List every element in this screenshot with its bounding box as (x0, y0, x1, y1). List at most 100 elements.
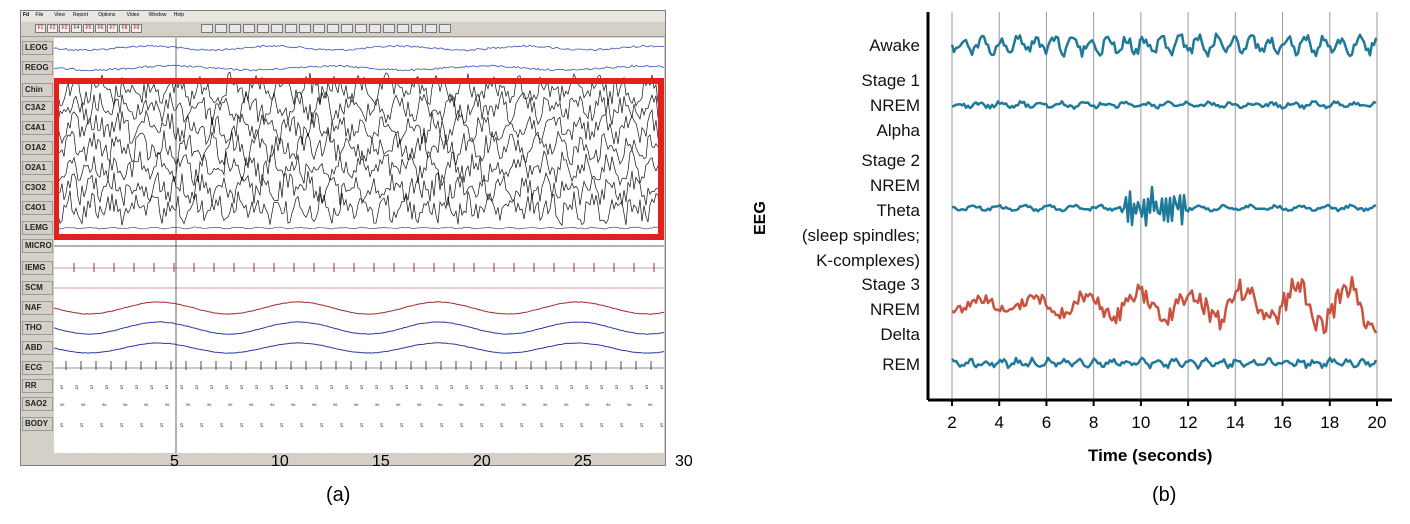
stage-label: Stage 2 NREM Theta (sleep spindles; K-co… (801, 151, 920, 270)
menu-item-fd[interactable]: Fd (23, 12, 30, 18)
toolbar-slot[interactable] (243, 24, 255, 33)
time-tick-label: 5 (170, 453, 179, 470)
channel-label-c3a2[interactable]: C3A2 (22, 101, 53, 115)
eeg-trace-1 (950, 32, 1378, 58)
channel-label-tho[interactable]: THO (22, 321, 53, 335)
channel-label-iemg[interactable]: IEMG (22, 261, 53, 275)
toolbar-button-f6[interactable]: F6 (95, 24, 106, 33)
toolbar-button-f2[interactable]: F2 (47, 24, 58, 33)
channel-label-scm[interactable]: SCM (22, 281, 53, 295)
toolbar-slot[interactable] (397, 24, 409, 33)
svg-text:S: S (220, 423, 224, 429)
svg-text:S: S (620, 423, 624, 429)
toolbar-slot[interactable] (369, 24, 381, 33)
toolbar-slot[interactable] (327, 24, 339, 33)
channel-label-sao2[interactable]: SAO2 (22, 397, 53, 411)
svg-text:S: S (80, 423, 84, 429)
svg-text:S: S (420, 423, 424, 429)
channel-label-chin[interactable]: Chin (22, 83, 53, 97)
channel-label-c3o2[interactable]: C3O2 (22, 181, 53, 195)
svg-text:S: S (280, 423, 284, 429)
eeg-trace-5 (951, 356, 1378, 370)
channel-label-rr[interactable]: RR (22, 379, 53, 393)
svg-text:S: S (585, 385, 589, 391)
toolbar-slot[interactable] (411, 24, 423, 33)
svg-text:S: S (270, 385, 274, 391)
menu-item-file[interactable]: File (35, 12, 44, 18)
toolbar-button-f3[interactable]: F3 (59, 24, 70, 33)
channel-label-naf[interactable]: NAF (22, 301, 53, 315)
menu-item-report[interactable]: Report (73, 12, 89, 18)
svg-text:S: S (165, 385, 169, 391)
menu-item-options[interactable]: Options (98, 12, 116, 18)
channel-label-o1a2[interactable]: O1A2 (22, 141, 53, 155)
menu-item-help[interactable]: Help (173, 12, 185, 18)
channel-label-ecg[interactable]: ECG (22, 361, 53, 375)
toolbar-button-f5[interactable]: F5 (83, 24, 94, 33)
svg-text:96: 96 (291, 402, 296, 407)
trace-reog (54, 64, 664, 72)
svg-text:S: S (465, 385, 469, 391)
menu-item-window[interactable]: Window (148, 12, 167, 18)
trace-chin (54, 71, 664, 108)
svg-text:96: 96 (186, 402, 191, 407)
toolbar-button-f1[interactable]: F1 (35, 24, 46, 33)
time-tick-label: 8 (1088, 413, 1099, 432)
time-tick-label: 20 (1367, 413, 1387, 432)
toolbar-slot[interactable] (355, 24, 367, 33)
menu-item-video[interactable]: Video (126, 12, 140, 18)
time-tick-label: 6 (1041, 413, 1052, 432)
toolbar-slot[interactable] (439, 24, 451, 33)
time-tick-label: 25 (574, 453, 592, 470)
channel-label-c4o1[interactable]: C4O1 (22, 201, 53, 215)
toolbar-slot[interactable] (229, 24, 241, 33)
svg-text:S: S (390, 385, 394, 391)
svg-text:S: S (135, 385, 139, 391)
toolbar-slot[interactable] (285, 24, 297, 33)
stage-label: Awake (869, 36, 920, 55)
svg-text:96: 96 (480, 402, 485, 407)
channel-label-leog[interactable]: LEOG (22, 41, 53, 55)
svg-text:96: 96 (459, 402, 464, 407)
toolbar-slot[interactable] (215, 24, 227, 33)
channel-label-lemg[interactable]: LEMG (22, 221, 53, 235)
svg-text:S: S (600, 423, 604, 429)
toolbar-button-f7[interactable]: F7 (107, 24, 118, 33)
toolbar-slot[interactable] (425, 24, 437, 33)
channel-label-micro[interactable]: MICRO (22, 239, 53, 253)
svg-text:S: S (315, 385, 319, 391)
stage-label: Stage 1 NREM Alpha (861, 71, 920, 140)
channel-label-reog[interactable]: REOG (22, 61, 53, 75)
trace-c4a1 (54, 109, 664, 147)
svg-text:S: S (450, 385, 454, 391)
toolbar-button-f9[interactable]: F9 (131, 24, 142, 33)
toolbar-slot[interactable] (341, 24, 353, 33)
signal-display: S S S S S S S S S S S S S S S S S S S S S S S S S S S S S S S S S S S S S S S S… (54, 38, 664, 453)
svg-text:S: S (525, 385, 529, 391)
svg-text:S: S (120, 385, 124, 391)
channel-label-body[interactable]: BODY (22, 417, 53, 431)
toolbar-button-f4[interactable]: F4 (71, 24, 82, 33)
svg-text:S: S (630, 385, 634, 391)
channel-label-c4a1[interactable]: C4A1 (22, 121, 53, 135)
svg-text:S: S (510, 385, 514, 391)
toolbar-slot[interactable] (313, 24, 325, 33)
svg-text:S: S (255, 385, 259, 391)
menu-item-view[interactable]: View (54, 12, 65, 18)
toolbar-button-f8[interactable]: F8 (119, 24, 130, 33)
trace-c3a2 (54, 90, 664, 126)
svg-text:S: S (660, 423, 664, 429)
svg-text:S: S (225, 385, 229, 391)
svg-text:S: S (340, 423, 344, 429)
toolbar-slot[interactable] (383, 24, 395, 33)
svg-text:96: 96 (396, 402, 401, 407)
toolbar-slot[interactable] (257, 24, 269, 33)
svg-text:S: S (435, 385, 439, 391)
toolbar-slot[interactable] (271, 24, 283, 33)
channel-label-abd[interactable]: ABD (22, 341, 53, 355)
channel-label-o2a1[interactable]: O2A1 (22, 161, 53, 175)
svg-text:S: S (105, 385, 109, 391)
toolbar-slot[interactable] (299, 24, 311, 33)
toolbar-slot[interactable] (201, 24, 213, 33)
time-tick-label: 30 (675, 453, 693, 470)
